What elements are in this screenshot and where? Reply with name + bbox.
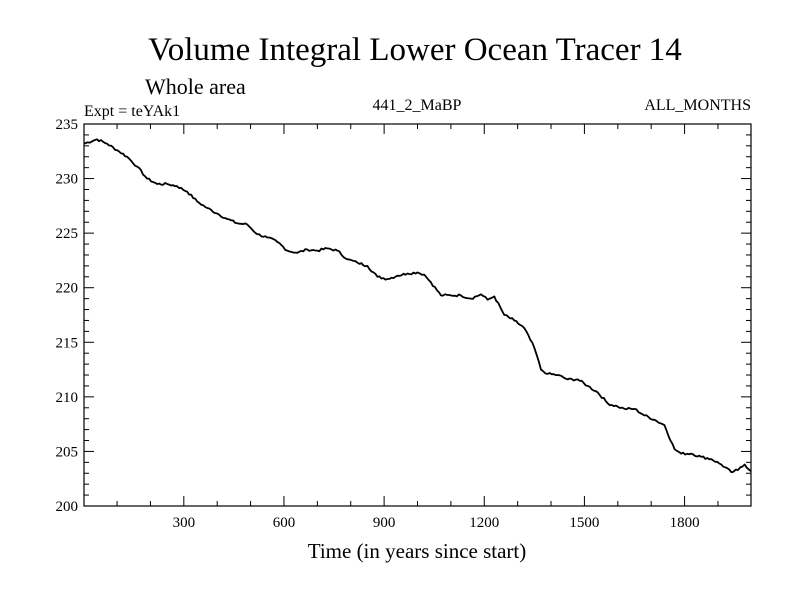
y-tick-label: 210 [56,390,79,406]
experiment-id-label: 441_2_MaBP [373,97,462,114]
y-tick-label: 200 [56,499,79,515]
y-tick-label: 230 [56,172,79,188]
x-axis: 300 600 900 1200 1500 1800 [116,124,719,531]
y-tick-label: 225 [56,226,79,242]
chart-subtitle: Whole area [145,74,246,99]
y-tick-label: 215 [56,335,79,351]
x-tick-label: 600 [273,515,296,531]
y-tick-label: 205 [56,444,79,460]
months-label: ALL_MONTHS [644,97,751,114]
y-tick-label: 220 [56,281,79,297]
x-tick-label: 1800 [670,515,700,531]
x-tick-label: 1200 [469,515,499,531]
series-line [83,138,752,474]
y-axis: 200 205 210 215 220 225 230 235 [56,117,751,515]
x-axis-label: Time (in years since start) [308,539,527,563]
plot-frame [83,123,752,507]
x-tick-label: 300 [173,515,196,531]
chart-title: Volume Integral Lower Ocean Tracer 14 [148,32,682,68]
x-tick-label: 1500 [569,515,599,531]
y-tick-label: 235 [56,117,79,133]
expt-label: Expt = teYAk1 [84,103,180,120]
x-tick-label: 900 [373,515,396,531]
